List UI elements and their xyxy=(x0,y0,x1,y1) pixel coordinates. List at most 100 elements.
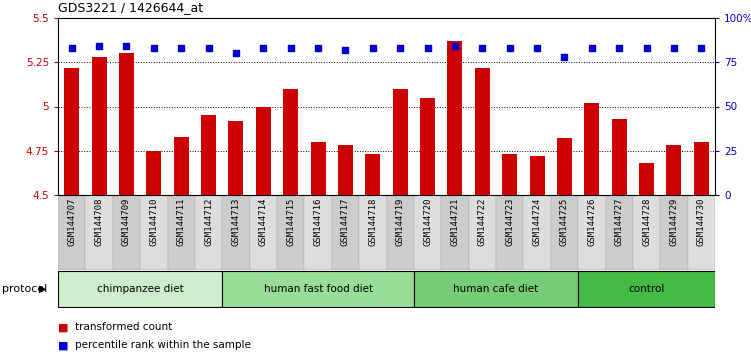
Point xyxy=(148,45,160,51)
Text: GSM144728: GSM144728 xyxy=(642,197,651,246)
Bar xyxy=(578,271,715,307)
Bar xyxy=(201,115,216,195)
Text: ▶: ▶ xyxy=(39,284,47,294)
Bar xyxy=(414,271,578,307)
Point xyxy=(258,45,270,51)
Text: chimpanzee diet: chimpanzee diet xyxy=(97,284,183,294)
Bar xyxy=(228,121,243,195)
Bar xyxy=(694,142,709,195)
Text: GSM144729: GSM144729 xyxy=(669,197,678,246)
Bar xyxy=(256,107,271,195)
Bar xyxy=(64,68,79,195)
Bar xyxy=(277,195,304,270)
Point xyxy=(65,45,77,51)
Bar xyxy=(304,195,332,270)
Point xyxy=(394,45,406,51)
Point xyxy=(203,45,215,51)
Bar xyxy=(639,163,654,195)
Point xyxy=(366,45,379,51)
Bar xyxy=(420,98,435,195)
Point xyxy=(586,45,598,51)
Text: control: control xyxy=(629,284,665,294)
Bar xyxy=(119,53,134,195)
Text: GSM144715: GSM144715 xyxy=(286,197,295,246)
Text: GSM144717: GSM144717 xyxy=(341,197,350,246)
Bar xyxy=(442,195,469,270)
Text: GSM144722: GSM144722 xyxy=(478,197,487,246)
Text: GDS3221 / 1426644_at: GDS3221 / 1426644_at xyxy=(58,1,203,15)
Bar xyxy=(523,195,550,270)
Bar xyxy=(222,195,249,270)
Bar xyxy=(688,195,715,270)
Point xyxy=(285,45,297,51)
Text: GSM144710: GSM144710 xyxy=(149,197,158,246)
Bar xyxy=(283,89,298,195)
Bar xyxy=(502,154,517,195)
Text: GSM144724: GSM144724 xyxy=(532,197,541,246)
Text: GSM144719: GSM144719 xyxy=(396,197,405,246)
Point xyxy=(421,45,433,51)
Text: GSM144716: GSM144716 xyxy=(314,197,323,246)
Text: GSM144709: GSM144709 xyxy=(122,197,131,246)
Text: GSM144723: GSM144723 xyxy=(505,197,514,246)
Bar xyxy=(666,145,681,195)
Bar xyxy=(86,195,113,270)
Bar xyxy=(195,195,222,270)
Text: GSM144713: GSM144713 xyxy=(231,197,240,246)
Text: GSM144720: GSM144720 xyxy=(423,197,432,246)
Bar xyxy=(529,156,544,195)
Bar xyxy=(475,68,490,195)
Bar xyxy=(113,195,140,270)
Text: GSM144725: GSM144725 xyxy=(560,197,569,246)
Point xyxy=(613,45,625,51)
Point xyxy=(230,51,242,56)
Text: percentile rank within the sample: percentile rank within the sample xyxy=(74,340,250,350)
Bar xyxy=(58,195,86,270)
Bar xyxy=(92,57,107,195)
Point xyxy=(449,44,461,49)
Point xyxy=(559,54,571,60)
Text: GSM144726: GSM144726 xyxy=(587,197,596,246)
Text: GSM144721: GSM144721 xyxy=(451,197,460,246)
Point xyxy=(120,44,132,49)
Point xyxy=(504,45,516,51)
Bar xyxy=(387,195,414,270)
Bar xyxy=(140,195,167,270)
Text: human fast food diet: human fast food diet xyxy=(264,284,372,294)
Bar xyxy=(660,195,688,270)
Text: ■: ■ xyxy=(58,322,68,332)
Point xyxy=(175,45,187,51)
Bar xyxy=(550,195,578,270)
Point xyxy=(668,45,680,51)
Point xyxy=(339,47,351,53)
Text: GSM144714: GSM144714 xyxy=(259,197,268,246)
Bar xyxy=(310,142,326,195)
Bar xyxy=(557,138,572,195)
Text: human cafe diet: human cafe diet xyxy=(454,284,538,294)
Bar xyxy=(58,271,222,307)
Bar xyxy=(611,119,627,195)
Text: GSM144707: GSM144707 xyxy=(67,197,76,246)
Point xyxy=(531,45,543,51)
Text: ■: ■ xyxy=(58,340,68,350)
Bar xyxy=(167,195,195,270)
Bar xyxy=(359,195,387,270)
Text: GSM144718: GSM144718 xyxy=(368,197,377,246)
Bar xyxy=(448,41,463,195)
Text: transformed count: transformed count xyxy=(74,322,172,332)
Point xyxy=(641,45,653,51)
Bar xyxy=(146,151,161,195)
Bar xyxy=(365,154,380,195)
Bar xyxy=(469,195,496,270)
Bar xyxy=(414,195,442,270)
Text: GSM144727: GSM144727 xyxy=(614,197,623,246)
Bar xyxy=(222,271,414,307)
Bar xyxy=(496,195,523,270)
Text: protocol: protocol xyxy=(2,284,47,294)
Bar xyxy=(584,103,599,195)
Point xyxy=(695,45,707,51)
Point xyxy=(312,45,324,51)
Point xyxy=(93,44,105,49)
Text: GSM144711: GSM144711 xyxy=(176,197,185,246)
Bar xyxy=(173,137,189,195)
